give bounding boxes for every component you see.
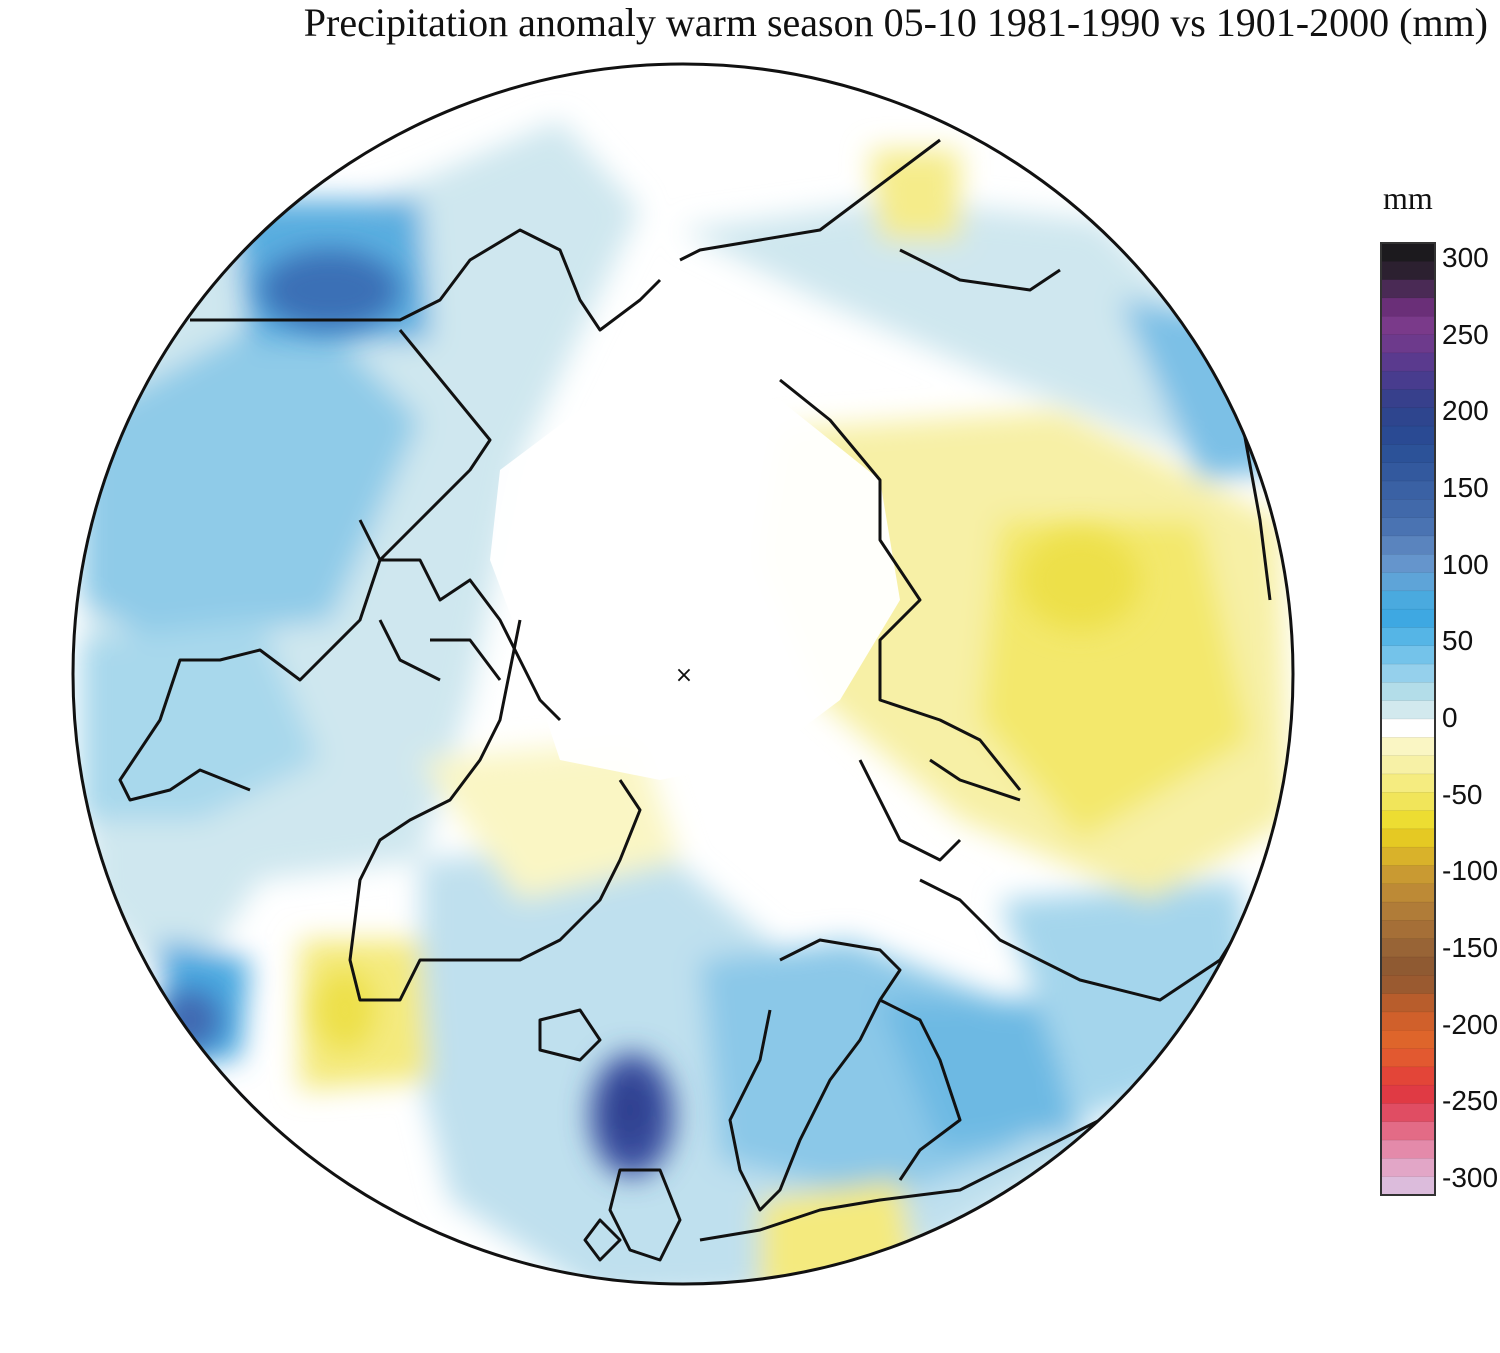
colorbar-swatch <box>1380 444 1436 464</box>
coastlines <box>118 138 1272 1262</box>
coastline-north-america <box>118 228 662 802</box>
colorbar-swatch <box>1380 755 1436 775</box>
map-boundary-circle <box>71 62 1295 1286</box>
colorbar-swatch <box>1380 389 1436 409</box>
colorbar-swatch <box>1380 572 1436 592</box>
coastline-europe <box>699 878 1272 1242</box>
colorbar-swatch <box>1380 297 1436 318</box>
colorbar-tick-label: -250 <box>1442 1085 1499 1117</box>
colorbar-swatch <box>1380 407 1436 427</box>
colorbar-swatch <box>1380 499 1436 519</box>
colorbar-swatch <box>1380 627 1436 647</box>
colorbar-swatch <box>1380 315 1436 336</box>
colorbar-swatch <box>1380 865 1436 885</box>
colorbar-swatch <box>1380 846 1436 867</box>
colorbar-unit-label: mm <box>1383 180 1433 216</box>
colorbar-tick-label: 150 <box>1442 472 1489 503</box>
colorbar-swatch <box>1380 993 1436 1013</box>
anomaly-field: × <box>73 64 1293 1284</box>
colorbar-swatch <box>1380 1121 1436 1141</box>
colorbar-swatch <box>1380 773 1436 794</box>
anomaly-region-arctic <box>420 740 680 900</box>
colorbar-tick-label: -150 <box>1442 932 1499 963</box>
anomaly-min-siberia <box>1020 530 1140 630</box>
coastline-arctic-islands <box>358 519 562 722</box>
colorbar-swatch <box>1380 1103 1436 1123</box>
anomaly-region-east-asia <box>680 200 1270 450</box>
colorbar-swatch <box>1380 1176 1436 1196</box>
colorbar-swatch <box>1380 261 1436 281</box>
colorbar-swatch <box>1380 352 1436 373</box>
colorbar-swatch <box>1380 682 1436 702</box>
colorbar-swatch <box>1380 553 1436 574</box>
colorbar-swatch <box>1380 279 1436 299</box>
chart-title: Precipitation anomaly warm season 05-10 … <box>303 0 1488 45</box>
colorbar-swatch <box>1380 828 1436 849</box>
colorbar-swatch <box>1380 1029 1436 1050</box>
colorbar-swatch <box>1380 700 1436 720</box>
colorbar-swatch <box>1380 1139 1436 1160</box>
colorbar-swatch <box>1380 975 1436 995</box>
colorbar-swatch <box>1380 791 1436 812</box>
colorbar-swatch <box>1380 370 1436 391</box>
colorbar-tick-label: 50 <box>1442 625 1474 657</box>
coastline-british-isles <box>583 1168 682 1262</box>
colorbar-swatch <box>1380 590 1436 611</box>
colorbar-tick-label: -200 <box>1442 1008 1499 1040</box>
colorbar-swatch <box>1380 1158 1436 1178</box>
coastline-iceland <box>538 1008 602 1062</box>
coastline-alaska-russia <box>679 138 1272 791</box>
colorbar-swatch <box>1380 1066 1436 1087</box>
colorbar-tick-label: 250 <box>1442 318 1489 350</box>
colorbar-tick-label: 300 <box>1442 242 1489 273</box>
colorbar-swatch <box>1380 920 1436 940</box>
colorbar-swatches <box>1380 242 1436 1196</box>
coastline-novaya-zemlya <box>858 758 1021 862</box>
colorbar-swatch <box>1380 663 1436 684</box>
polar-precipitation-map: × <box>71 62 1295 1286</box>
colorbar-tick-label: 200 <box>1442 395 1489 427</box>
colorbar-swatch <box>1380 956 1436 977</box>
colorbar-swatch <box>1380 810 1436 830</box>
colorbar-swatch <box>1380 608 1436 629</box>
colorbar-tick-label: -100 <box>1442 855 1499 887</box>
colorbar <box>1380 242 1436 1196</box>
colorbar-swatch <box>1380 1048 1436 1068</box>
colorbar-swatch <box>1380 1011 1436 1032</box>
colorbar-swatch <box>1380 462 1436 482</box>
anomaly-region-alaska <box>870 150 960 240</box>
colorbar-swatch <box>1380 645 1436 665</box>
colorbar-swatch <box>1380 1084 1436 1105</box>
colorbar-tick-label: -50 <box>1442 778 1483 810</box>
colorbar-frame <box>1380 242 1436 1196</box>
colorbar-swatch <box>1380 334 1436 354</box>
colorbar-swatch <box>1380 901 1436 922</box>
anomaly-region-west-coast <box>80 620 320 820</box>
colorbar-swatch <box>1380 480 1436 501</box>
polar-near-zero-region <box>490 380 900 780</box>
colorbar-tick-label: 0 <box>1442 702 1458 733</box>
anomaly-region-pacific-west <box>80 300 420 640</box>
anomaly-max-atlantic-core <box>608 1076 652 1144</box>
colorbar-swatch <box>1380 938 1436 958</box>
colorbar-swatch <box>1380 737 1436 757</box>
anomaly-max-labrador <box>160 990 220 1050</box>
colorbar-tick-label: 100 <box>1442 548 1489 580</box>
coastline-greenland <box>348 619 642 1002</box>
coastline-scandinavia <box>728 938 962 1212</box>
colorbar-swatch <box>1380 535 1436 556</box>
colorbar-swatch <box>1380 883 1436 903</box>
north-pole-marker: × <box>675 663 693 688</box>
colorbar-swatch <box>1380 718 1436 739</box>
anomaly-max-pacific <box>260 250 400 330</box>
colorbar-tick-label: -300 <box>1442 1162 1499 1193</box>
anomaly-min-greenland <box>315 970 375 1050</box>
colorbar-swatch <box>1380 425 1436 446</box>
colorbar-swatch <box>1380 242 1436 263</box>
colorbar-swatch <box>1380 517 1436 537</box>
